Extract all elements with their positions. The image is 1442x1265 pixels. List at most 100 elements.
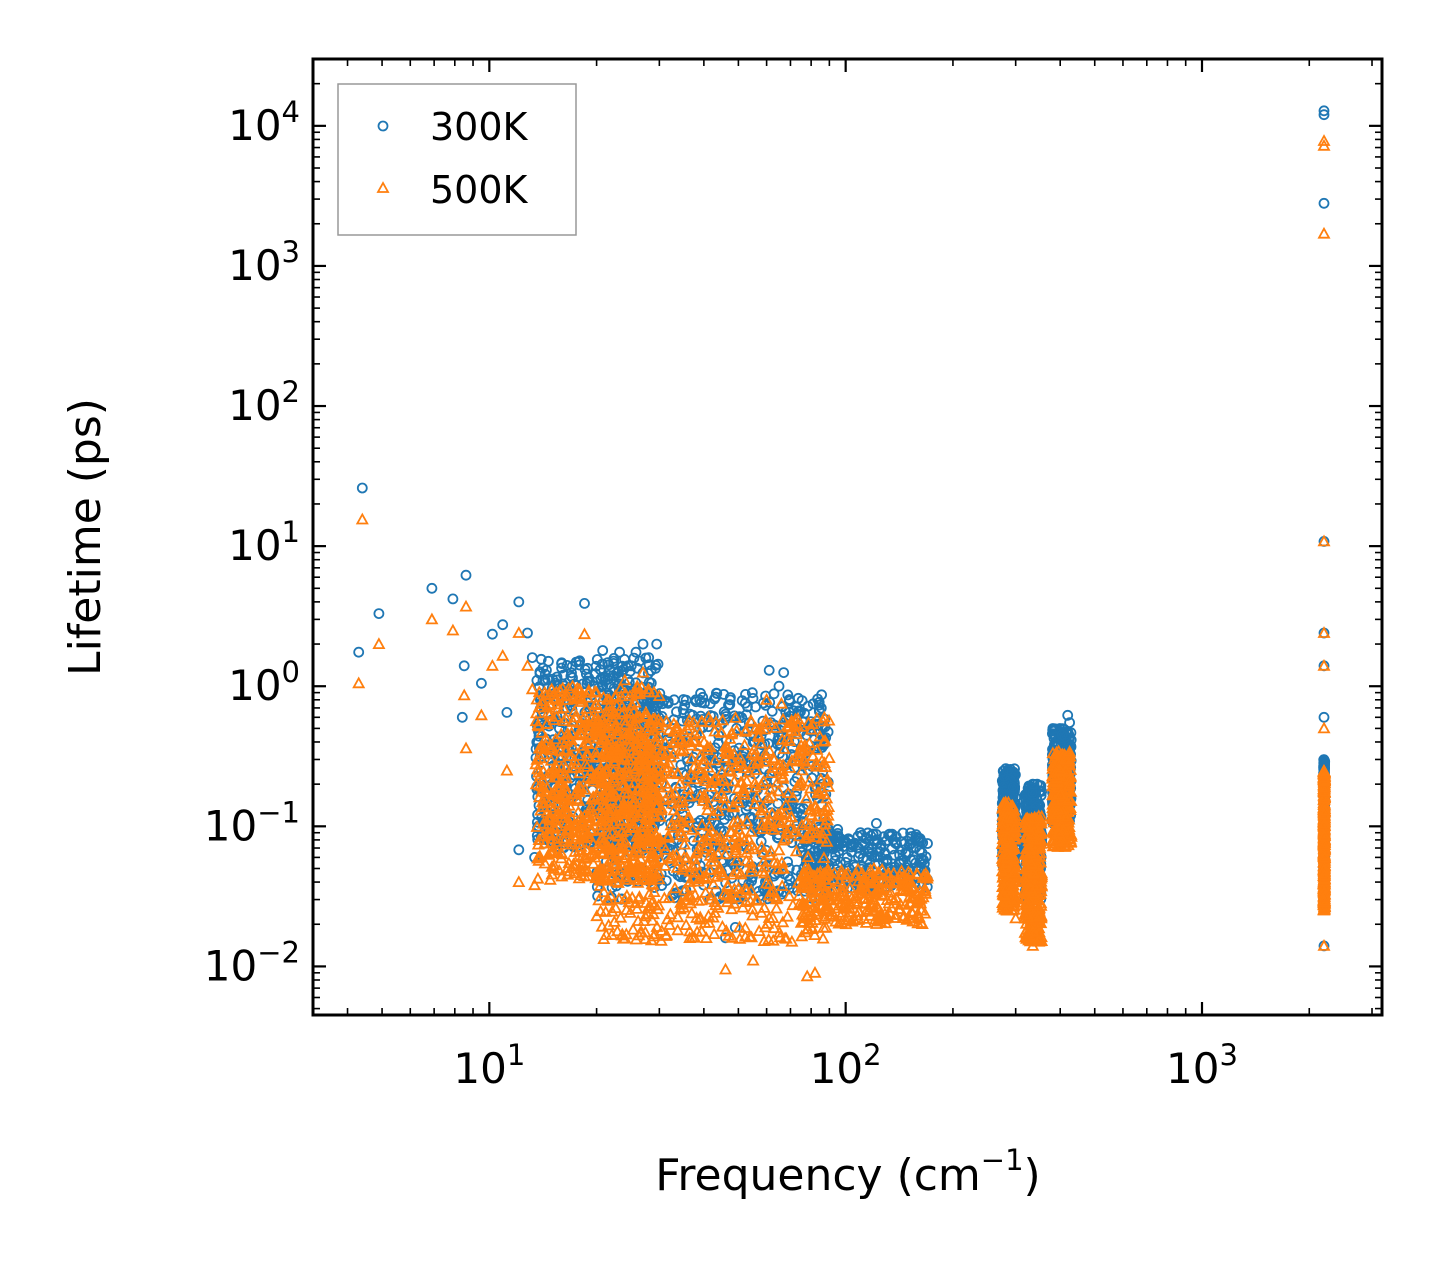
data-point-500k xyxy=(605,904,619,917)
data-point-500k xyxy=(816,931,830,944)
data-point-500k xyxy=(810,743,824,755)
data-point-500k xyxy=(617,807,631,820)
data-point-300k xyxy=(997,765,1009,777)
data-point-500k xyxy=(819,824,833,836)
data-point-500k xyxy=(718,798,732,811)
data-point-300k xyxy=(1020,794,1032,805)
data-point-500k xyxy=(817,851,831,863)
data-point-500k xyxy=(620,761,634,773)
data-point-500k xyxy=(874,910,888,923)
data-point-300k xyxy=(690,694,702,706)
data-point-300k xyxy=(899,838,910,850)
data-point-300k xyxy=(580,668,592,680)
data-point-500k xyxy=(610,924,624,937)
data-point-500k xyxy=(597,801,611,813)
data-point-500k xyxy=(608,853,622,865)
data-point-500k xyxy=(623,727,637,740)
data-point-500k xyxy=(541,847,556,860)
data-point-500k xyxy=(673,902,687,915)
data-point-500k xyxy=(821,862,835,875)
data-point-500k xyxy=(651,763,665,776)
data-point-500k xyxy=(824,904,839,917)
data-point-500k xyxy=(811,786,825,799)
data-point-500k xyxy=(632,892,646,904)
data-point-300k xyxy=(624,665,636,677)
data-point-500k xyxy=(597,885,611,898)
data-point-500k xyxy=(735,775,749,788)
data-point-500k xyxy=(706,877,720,890)
data-point-500k xyxy=(573,690,587,703)
data-point-500k xyxy=(817,902,831,914)
data-point-500k xyxy=(572,794,586,806)
data-point-500k xyxy=(912,891,926,904)
data-point-500k xyxy=(715,787,729,799)
data-point-500k xyxy=(595,847,609,859)
data-point-500k xyxy=(717,887,731,899)
data-point-500k xyxy=(814,772,828,785)
data-point-500k xyxy=(688,733,702,746)
data-point-500k xyxy=(715,725,729,738)
data-point-300k xyxy=(893,857,905,869)
data-point-500k xyxy=(715,919,729,932)
data-point-500k xyxy=(531,871,545,884)
data-point-500k xyxy=(599,726,613,739)
data-point-500k xyxy=(659,843,673,855)
data-point-300k xyxy=(719,814,730,825)
data-point-500k xyxy=(622,753,636,766)
data-point-500k xyxy=(621,840,635,853)
data-point-500k xyxy=(700,839,714,851)
data-point-500k xyxy=(684,890,698,902)
data-point-500k xyxy=(725,727,739,740)
data-point-500k xyxy=(790,718,804,730)
data-point-500k xyxy=(729,843,743,856)
data-point-500k xyxy=(582,731,597,744)
data-point-500k xyxy=(566,679,580,692)
data-point-500k xyxy=(585,846,599,859)
data-point-500k xyxy=(763,877,777,889)
data-point-300k xyxy=(645,677,657,689)
data-point-500k xyxy=(734,885,748,898)
data-point-500k xyxy=(553,750,567,763)
data-point-500k xyxy=(617,777,631,790)
data-point-500k xyxy=(592,725,606,737)
data-point-500k xyxy=(783,734,797,746)
data-point-500k xyxy=(732,920,747,933)
data-point-300k xyxy=(725,692,736,703)
data-point-500k xyxy=(798,738,812,750)
data-point-500k xyxy=(883,906,897,919)
data-point-500k xyxy=(621,872,635,885)
data-point-300k xyxy=(650,663,661,674)
data-point-500k xyxy=(772,784,786,797)
data-point-500k xyxy=(547,713,561,725)
data-point-300k xyxy=(1020,799,1031,811)
data-point-500k xyxy=(807,869,821,882)
data-point-300k xyxy=(656,880,668,891)
data-point-500k xyxy=(593,781,607,794)
data-point-500k xyxy=(868,912,882,925)
data-point-500k xyxy=(685,751,699,764)
data-point-300k xyxy=(566,667,577,679)
data-point-300k xyxy=(1007,781,1019,793)
data-point-500k xyxy=(732,822,746,835)
data-point-500k xyxy=(691,894,705,906)
data-point-500k xyxy=(606,870,620,882)
data-point-500k xyxy=(539,688,553,701)
data-point-500k xyxy=(792,750,806,762)
data-point-300k xyxy=(608,658,619,669)
data-point-500k xyxy=(573,726,587,739)
data-point-500k xyxy=(577,831,591,844)
data-point-500k xyxy=(649,855,664,868)
data-point-300k xyxy=(853,851,864,863)
data-point-500k xyxy=(619,903,634,915)
data-point-500k xyxy=(638,932,652,944)
data-point-500k xyxy=(659,714,673,727)
data-point-300k xyxy=(1027,778,1039,790)
data-point-500k xyxy=(648,735,662,747)
data-point-500k xyxy=(559,771,573,783)
data-point-500k xyxy=(769,901,784,914)
data-point-500k xyxy=(663,907,677,920)
data-point-500k xyxy=(754,778,768,791)
data-point-500k xyxy=(851,912,866,925)
data-point-500k xyxy=(881,866,895,879)
data-point-500k xyxy=(613,841,627,854)
